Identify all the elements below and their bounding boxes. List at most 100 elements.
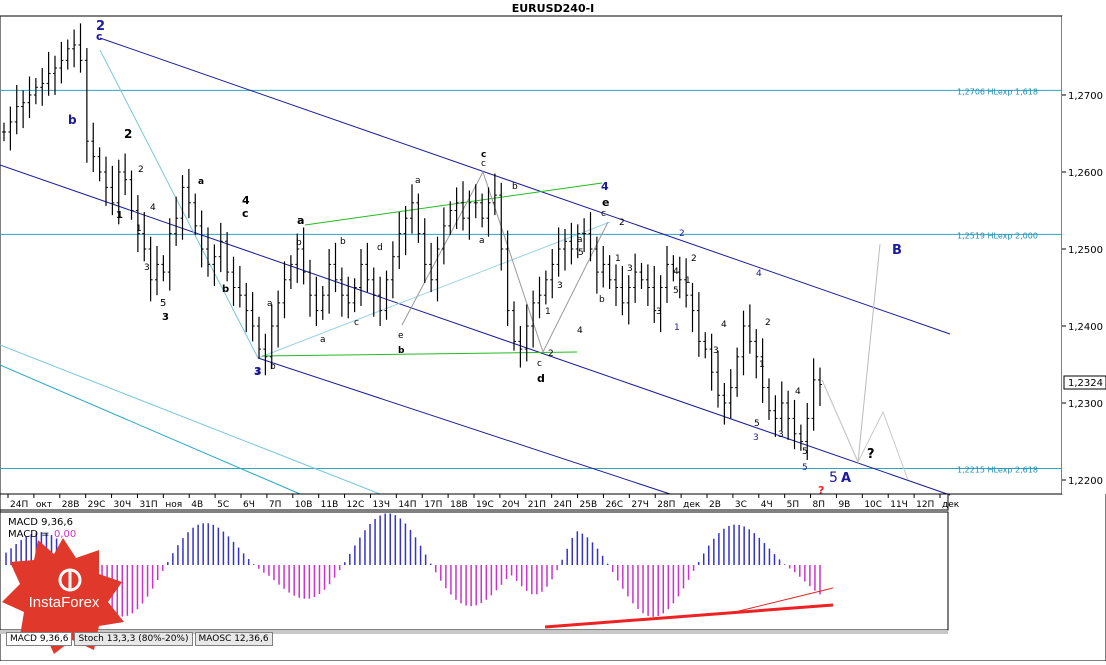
wave-label-minor: b bbox=[270, 362, 276, 372]
wave-label: 2 bbox=[96, 19, 105, 34]
wave-label-minor: c bbox=[537, 359, 542, 369]
time-tick-label: 10С bbox=[864, 500, 882, 510]
divergence-line bbox=[544, 603, 834, 629]
logo-text: InstaForex bbox=[28, 594, 100, 611]
wave-label-minor: 1 bbox=[685, 276, 691, 286]
tab-stoch[interactable]: Stoch 13,3,3 (80%-20%) bbox=[74, 632, 193, 646]
macd-value-prefix: MACD = bbox=[8, 529, 50, 540]
wave-label-minor: c bbox=[601, 209, 606, 219]
wave-label-minor: 5 bbox=[802, 447, 808, 457]
wave-label-minor: b bbox=[398, 346, 405, 356]
wave-label-minor: 2 bbox=[138, 165, 144, 175]
thin-blue-rising bbox=[257, 221, 611, 359]
current-price-box bbox=[1063, 375, 1106, 390]
time-tick-label: 28В bbox=[62, 500, 80, 510]
time-tick-label: 5С bbox=[217, 500, 229, 510]
wave-label-minor: 2 bbox=[765, 318, 771, 328]
wave-label: c bbox=[242, 207, 249, 220]
title-bar bbox=[0, 0, 1106, 16]
wave-label: 5 bbox=[829, 470, 838, 486]
time-tick-label: 12П bbox=[916, 500, 934, 510]
wave-label-minor: 4 bbox=[673, 267, 679, 277]
time-tick-label: 17П bbox=[424, 500, 442, 510]
wave-label-minor: 5 bbox=[578, 248, 584, 258]
tab-macd[interactable]: MACD 9,36,6 bbox=[6, 632, 73, 646]
wave-label-minor: 5 bbox=[802, 463, 808, 473]
price-bars bbox=[2, 23, 822, 460]
wave-label-minor: c bbox=[354, 318, 359, 328]
wave-label: A bbox=[841, 471, 851, 486]
wave-label-minor: a bbox=[479, 236, 485, 246]
wave-label: c bbox=[96, 30, 103, 43]
time-tick-label: 13Ч bbox=[372, 500, 390, 510]
instaforex-logo bbox=[2, 538, 124, 654]
wave-label: b bbox=[68, 113, 77, 127]
wave-label-minor: 2 bbox=[679, 229, 685, 239]
wave-label-minor: 2 bbox=[619, 218, 625, 228]
time-tick-label: 4Ч bbox=[761, 500, 773, 510]
wave-label: B bbox=[892, 243, 902, 258]
time-tick-label: 30Ч bbox=[114, 500, 132, 510]
wave-label-minor: a bbox=[198, 177, 204, 187]
time-tick-label: 9В bbox=[838, 500, 850, 510]
wave-label-minor: a bbox=[320, 335, 326, 345]
projection-path-2 bbox=[821, 379, 909, 481]
wave-label: 5 bbox=[160, 298, 166, 309]
divergence-line-thin bbox=[734, 587, 834, 613]
trend-channels bbox=[0, 37, 951, 496]
level-label: 1,2706 HLexp 1,618 bbox=[957, 87, 1038, 96]
tab-maosc[interactable]: MAOSC 12,36,6 bbox=[194, 632, 273, 646]
wave-label-minor: 3 bbox=[627, 264, 633, 274]
wave-label-minor: b bbox=[296, 238, 302, 248]
wave-label-minor: 1 bbox=[674, 323, 680, 333]
wave-label-minor: e bbox=[398, 331, 404, 341]
wave-label-minor: b bbox=[512, 182, 518, 192]
wave-label-minor: 2 bbox=[691, 254, 697, 264]
green-upper-line bbox=[304, 182, 603, 226]
time-tick-label: дек bbox=[942, 500, 960, 510]
time-tick-label: 20Ч bbox=[502, 500, 520, 510]
wave-label-minor: b bbox=[340, 237, 346, 247]
time-tick-label: 29С bbox=[88, 500, 106, 510]
time-tick-label: ноя bbox=[165, 500, 182, 510]
wave-label-minor: b bbox=[599, 295, 605, 305]
time-tick-label: 2В bbox=[709, 500, 721, 510]
wave-label: 4 bbox=[601, 180, 609, 193]
time-tick-label: 7П bbox=[269, 500, 282, 510]
chart-title: EURUSD240-I bbox=[512, 2, 595, 15]
main-plot-area[interactable] bbox=[0, 15, 1063, 495]
wave-label-minor: 5 bbox=[673, 286, 679, 296]
wave-label-minor: 4 bbox=[756, 269, 762, 279]
wave-label-minor: 3 bbox=[254, 367, 260, 377]
wave-label-minor: a bbox=[267, 299, 273, 309]
current-price-label: 1,2324 bbox=[1068, 378, 1103, 389]
time-tick-label: 24П bbox=[554, 500, 572, 510]
wave-label-minor: 3 bbox=[656, 307, 662, 317]
time-tick-label: 31П bbox=[139, 500, 157, 510]
price-tick-label: 1,2400 bbox=[1068, 322, 1103, 333]
time-tick-label: 27Ч bbox=[631, 500, 649, 510]
indicator-bottom-fill bbox=[0, 630, 948, 634]
level-label: 1,2215 HLexp 2,618 bbox=[957, 465, 1038, 474]
level-label: 1,2519 HLexp 2,000 bbox=[957, 231, 1038, 240]
macd-label: MACD 9,36,6 bbox=[8, 517, 73, 528]
wave-label: ? bbox=[818, 484, 824, 497]
indicator-tabs: MACD 9,36,6 Stoch 13,3,3 (80%-20%) MAOSC… bbox=[6, 632, 273, 646]
wave-label: 2 bbox=[124, 127, 132, 141]
time-tick-label: 5П bbox=[787, 500, 800, 510]
time-tick-label: 8П bbox=[813, 500, 826, 510]
time-tick-label: 10В bbox=[295, 500, 313, 510]
wave-label: 3 bbox=[254, 365, 262, 378]
wave-label-minor: a bbox=[577, 235, 583, 245]
price-tick-label: 1,2700 bbox=[1068, 91, 1103, 102]
wave-label: 1 bbox=[116, 210, 123, 221]
price-axis-labels: 1,2700 1,2600 1,2500 1,2400 1,2300 1,2200 bbox=[1062, 91, 1103, 487]
time-tick-label: 24П bbox=[10, 500, 28, 510]
wave-label-minor: c bbox=[481, 150, 486, 160]
price-tick-label: 1,2300 bbox=[1068, 399, 1103, 410]
outer-channel-line bbox=[0, 364, 301, 495]
wave-label-minor: 1 bbox=[759, 360, 765, 370]
wave-label-minor: d bbox=[377, 243, 383, 253]
